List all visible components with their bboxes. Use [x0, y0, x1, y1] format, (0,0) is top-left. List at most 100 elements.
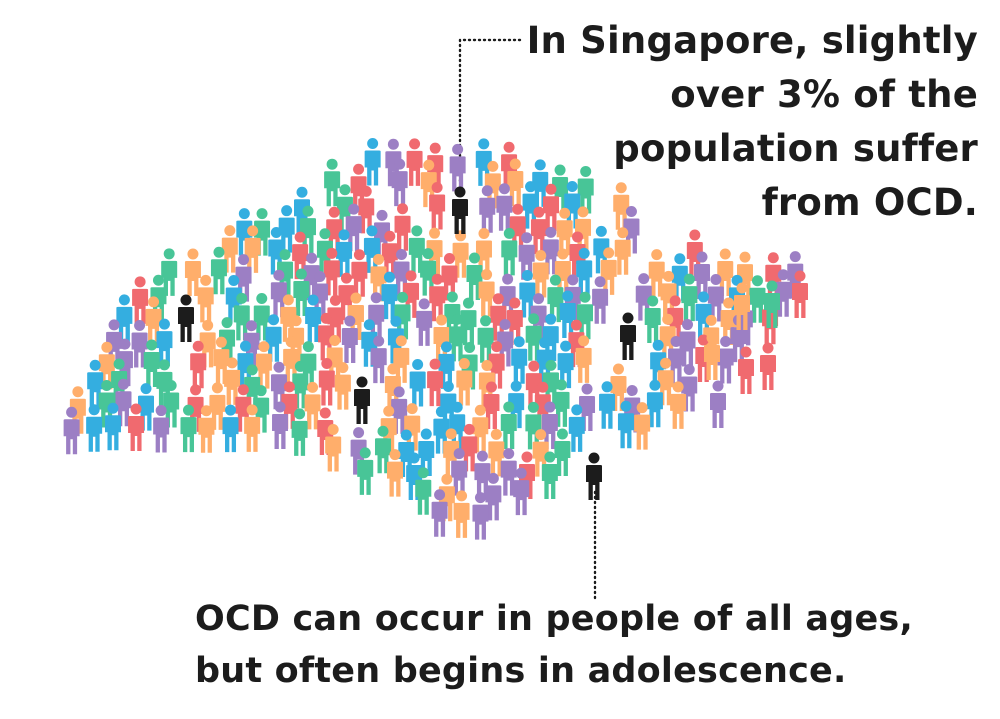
person-icon [496, 183, 513, 231]
person-head [353, 163, 365, 175]
person-head [101, 341, 113, 353]
person-body [466, 265, 483, 301]
person-head [274, 401, 286, 413]
person-body [153, 417, 170, 453]
person-body [178, 307, 194, 342]
person-head [612, 363, 624, 375]
person-body [431, 501, 448, 537]
person-head [113, 358, 125, 370]
top-annotation: In Singapore, slightly over 3% of the po… [526, 19, 978, 224]
person-head [683, 273, 695, 285]
person-body [576, 304, 593, 340]
person-icon [415, 467, 432, 515]
person-body [364, 150, 381, 186]
person-icon [488, 428, 505, 477]
person-head [372, 253, 384, 265]
person-head [360, 185, 372, 197]
person-head [327, 424, 339, 436]
person-body [453, 502, 470, 538]
person-head [696, 251, 708, 263]
person-body [488, 441, 505, 477]
person-body [394, 215, 411, 251]
person-body [128, 416, 145, 452]
person-head [453, 448, 465, 460]
person-body [370, 348, 387, 384]
person-head [580, 165, 592, 177]
person-head [373, 335, 385, 347]
person-head [739, 251, 751, 263]
person-head [544, 451, 556, 463]
person-body [704, 345, 720, 380]
person-icon [451, 448, 468, 496]
person-body [132, 288, 149, 324]
person-body [449, 326, 466, 362]
person-head [256, 208, 268, 220]
person-head [521, 232, 533, 244]
person-head [390, 315, 402, 327]
person-head [314, 270, 326, 282]
person-head [502, 273, 514, 285]
person-head [411, 225, 423, 237]
person-head [485, 381, 497, 393]
person-head [480, 315, 492, 327]
person-body [427, 371, 444, 407]
person-body [764, 293, 780, 328]
person-head [405, 270, 417, 282]
person-icon [153, 405, 170, 453]
person-head [422, 248, 434, 260]
person-icon [132, 276, 149, 324]
person-icon [429, 273, 446, 322]
person-icon [472, 492, 489, 540]
person-head [387, 138, 399, 150]
person-icon [184, 248, 201, 297]
person-head [158, 318, 170, 330]
person-icon [479, 185, 496, 233]
person-head [660, 357, 672, 369]
person-head [545, 313, 557, 325]
person-head [458, 358, 470, 370]
person-body [734, 295, 750, 330]
person-head [294, 360, 306, 372]
person-icon [197, 274, 214, 323]
person-body [86, 416, 103, 452]
person-icon [393, 335, 410, 383]
person-head [236, 292, 248, 304]
person-head [534, 159, 546, 171]
person-body [500, 460, 517, 496]
person-icon [500, 401, 517, 449]
person-body [190, 353, 207, 389]
person-head [636, 402, 648, 414]
person-icon [456, 358, 473, 406]
person-head [512, 203, 524, 215]
person-head [712, 380, 724, 392]
person-head [228, 274, 240, 286]
person-body [792, 283, 808, 318]
person-icon [559, 290, 576, 339]
person-icon [577, 165, 594, 214]
person-icon [427, 358, 444, 407]
person-body [233, 305, 250, 341]
person-icon [575, 335, 592, 383]
person-head [119, 338, 131, 350]
person-icon [143, 339, 160, 388]
person-icon [670, 381, 687, 429]
person-head [307, 381, 319, 393]
person-head [509, 297, 521, 309]
person-body [576, 260, 593, 296]
person-head [545, 183, 557, 195]
person-head [626, 385, 638, 397]
person-head [710, 274, 722, 286]
person-head [462, 297, 474, 309]
person-body [416, 310, 433, 346]
person-head [225, 404, 237, 416]
person-head [239, 340, 251, 352]
person-body [710, 393, 726, 428]
person-body [415, 479, 432, 515]
person-head [256, 293, 268, 305]
person-head [200, 274, 212, 286]
person-head [366, 225, 378, 237]
person-body [557, 353, 574, 389]
person-head [397, 291, 409, 303]
person-icon [760, 342, 776, 390]
person-body [409, 371, 426, 407]
